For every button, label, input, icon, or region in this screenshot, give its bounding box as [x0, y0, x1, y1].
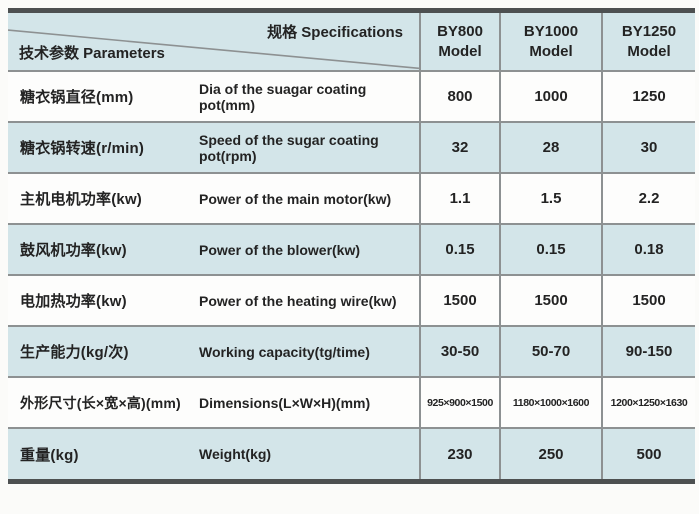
value-by1250: 500 — [601, 427, 695, 479]
value-by1250: 30 — [601, 121, 695, 173]
param-name-en: Speed of the sugar coating pot(rpm) — [197, 121, 420, 173]
value-by1250: 2.2 — [601, 172, 695, 224]
model-word: Model — [529, 42, 573, 60]
header-diagonal-cell: 规格 Specifications 技术参数 Parameters — [8, 13, 420, 71]
param-name-cn: 鼓风机功率(kw) — [8, 223, 197, 275]
value-by1250: 0.18 — [601, 223, 695, 275]
param-name-en: Power of the blower(kw) — [197, 223, 420, 275]
param-name-en: Dimensions(L×W×H)(mm) — [197, 376, 420, 428]
value-by1000: 250 — [499, 427, 602, 479]
value-by1000: 28 — [499, 121, 602, 173]
table-row-main-motor-power: 主机电机功率(kw) Power of the main motor(kw) 1… — [8, 172, 695, 224]
value-by1250: 1200×1250×1630 — [601, 376, 695, 428]
param-name-cn: 外形尺寸(长×宽×高)(mm) — [8, 376, 197, 428]
table-row-blower-power: 鼓风机功率(kw) Power of the blower(kw) 0.15 0… — [8, 223, 695, 275]
value-by1000: 1180×1000×1600 — [499, 376, 602, 428]
model-code: BY800 — [437, 23, 483, 40]
table-row-working-capacity: 生产能力(kg/次) Working capacity(tg/time) 30-… — [8, 325, 695, 377]
value-by800: 925×900×1500 — [419, 376, 500, 428]
value-by1250: 1500 — [601, 274, 695, 326]
spec-table-frame: 规格 Specifications 技术参数 Parameters BY800 … — [8, 8, 695, 484]
value-by1250: 1250 — [601, 70, 695, 122]
param-name-cn: 重量(kg) — [8, 427, 197, 479]
model-word: Model — [438, 42, 482, 60]
value-by800: 32 — [419, 121, 500, 173]
column-header-by1000: BY1000 Model — [499, 13, 602, 71]
table-row-pot-diameter: 糖衣锅直径(mm) Dia of the suagar coating pot(… — [8, 70, 695, 122]
value-by800: 30-50 — [419, 325, 500, 377]
column-header-by800: BY800 Model — [419, 13, 500, 71]
value-by800: 800 — [419, 70, 500, 122]
model-word: Model — [627, 42, 671, 60]
header-specifications-label: 规格 Specifications — [267, 24, 403, 41]
column-header-by1250: BY1250 Model — [601, 13, 695, 71]
value-by1000: 0.15 — [499, 223, 602, 275]
param-name-cn: 电加热功率(kw) — [8, 274, 197, 326]
value-by1000: 1000 — [499, 70, 602, 122]
table-row-heating-power: 电加热功率(kw) Power of the heating wire(kw) … — [8, 274, 695, 326]
param-name-cn: 生产能力(kg/次) — [8, 325, 197, 377]
param-name-en: Power of the main motor(kw) — [197, 172, 420, 224]
value-by800: 1500 — [419, 274, 500, 326]
table-row-weight: 重量(kg) Weight(kg) 230 250 500 — [8, 427, 695, 479]
param-name-cn: 糖衣锅直径(mm) — [8, 70, 197, 122]
value-by800: 1.1 — [419, 172, 500, 224]
table-row-dimensions: 外形尺寸(长×宽×高)(mm) Dimensions(L×W×H)(mm) 92… — [8, 376, 695, 428]
param-name-cn: 糖衣锅转速(r/min) — [8, 121, 197, 173]
specifications-table: 规格 Specifications 技术参数 Parameters BY800 … — [8, 13, 695, 479]
header-parameters-label: 技术参数 Parameters — [19, 45, 165, 62]
value-by1000: 1500 — [499, 274, 602, 326]
param-name-en: Working capacity(tg/time) — [197, 325, 420, 377]
value-by800: 230 — [419, 427, 500, 479]
param-name-en: Weight(kg) — [197, 427, 420, 479]
param-name-cn: 主机电机功率(kw) — [8, 172, 197, 224]
value-by1000: 1.5 — [499, 172, 602, 224]
value-by1250: 90-150 — [601, 325, 695, 377]
diagonal-divider-line — [8, 13, 419, 70]
table-row-pot-speed: 糖衣锅转速(r/min) Speed of the sugar coating … — [8, 121, 695, 173]
value-by1000: 50-70 — [499, 325, 602, 377]
param-name-en: Dia of the suagar coating pot(mm) — [197, 70, 420, 122]
param-name-en: Power of the heating wire(kw) — [197, 274, 420, 326]
model-code: BY1000 — [523, 23, 579, 40]
model-code: BY1250 — [621, 23, 677, 40]
table-header-row: 规格 Specifications 技术参数 Parameters BY800 … — [8, 13, 695, 71]
value-by800: 0.15 — [419, 223, 500, 275]
